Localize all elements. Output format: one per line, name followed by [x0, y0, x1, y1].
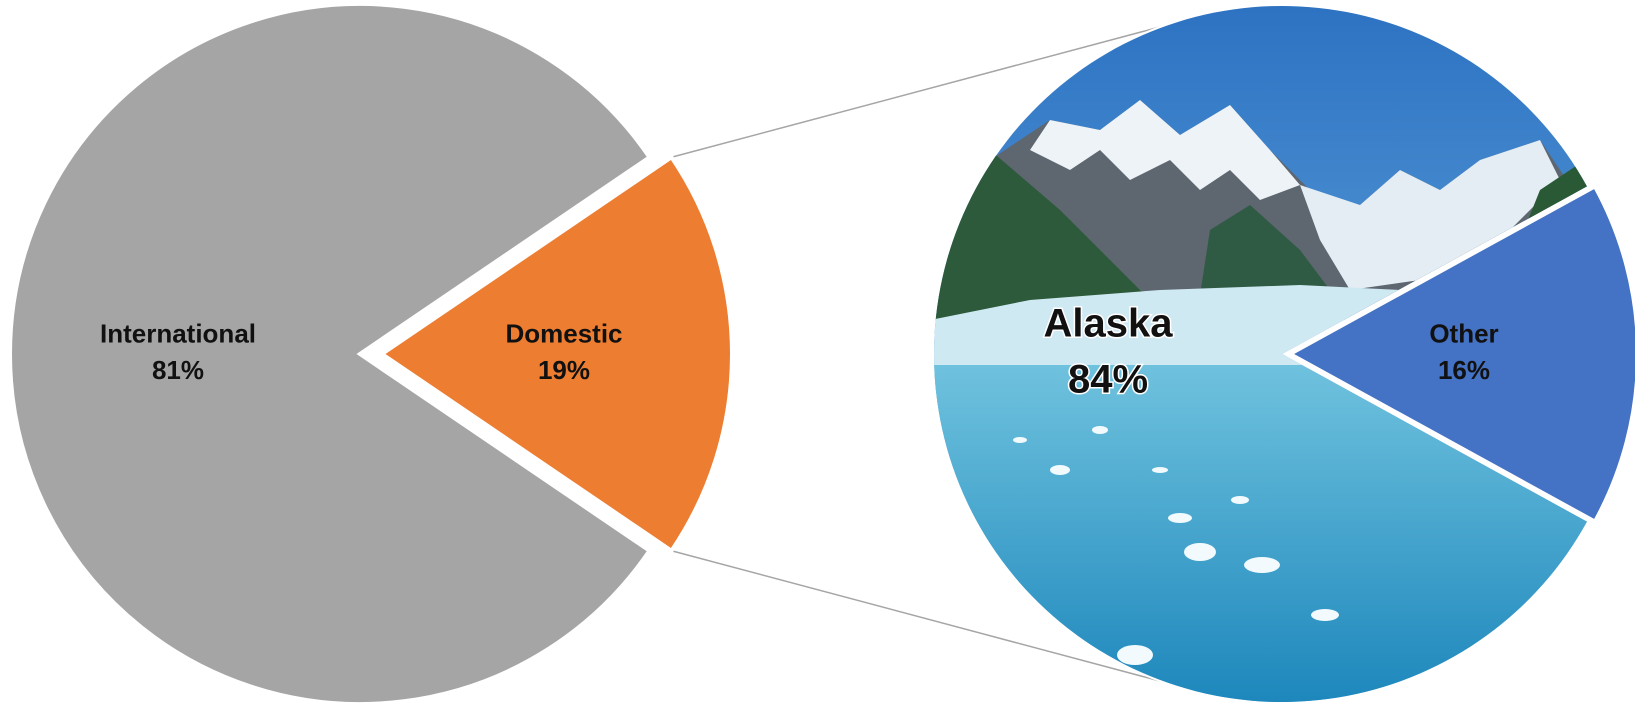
- connector-line: [671, 550, 1161, 682]
- pie-slice: [378, 154, 734, 554]
- pie-slice: [1285, 183, 1635, 525]
- pie-slice: [8, 2, 653, 706]
- connector-line: [671, 26, 1161, 158]
- value-label: 19%: [538, 355, 590, 385]
- value-label: 16%: [1438, 355, 1490, 385]
- value-label: 84%: [1068, 358, 1148, 402]
- category-label: Domestic: [505, 319, 622, 349]
- labels: International 81% Domestic 19% Alaska 84% Othe…: [100, 300, 1499, 403]
- connectors: [671, 26, 1161, 682]
- category-label: Other: [1429, 319, 1498, 349]
- category-label: International: [100, 319, 256, 349]
- category-label: Alaska: [1044, 302, 1174, 346]
- value-label: 81%: [152, 355, 204, 385]
